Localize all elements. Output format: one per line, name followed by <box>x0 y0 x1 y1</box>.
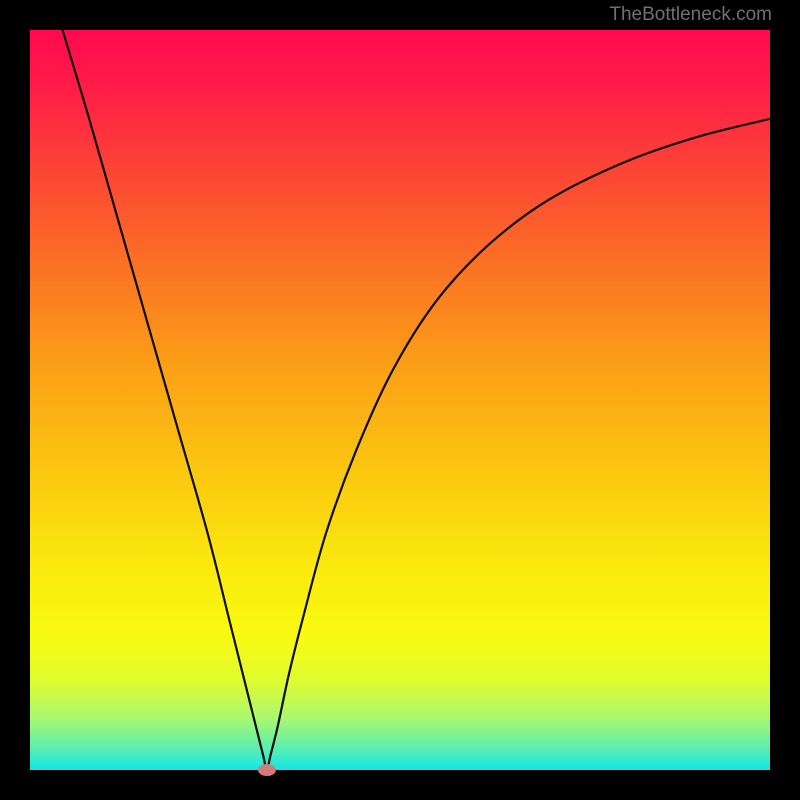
bottleneck-curve <box>30 30 770 770</box>
watermark-text: TheBottleneck.com <box>609 4 772 26</box>
plot-area <box>30 30 770 770</box>
minimum-marker <box>258 764 276 776</box>
